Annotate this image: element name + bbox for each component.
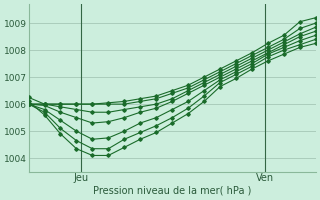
X-axis label: Pression niveau de la mer( hPa ): Pression niveau de la mer( hPa ) [93,186,252,196]
